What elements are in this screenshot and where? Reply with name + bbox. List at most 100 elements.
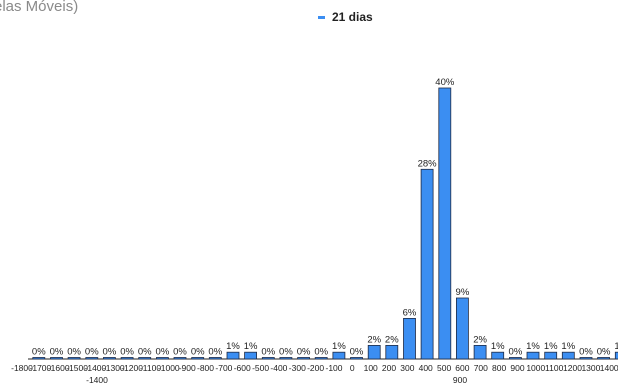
- x-tick-label-1: -1700: [30, 363, 52, 373]
- bar-12: [244, 351, 258, 360]
- bar-26: [491, 351, 505, 360]
- bar-33: [614, 351, 618, 360]
- bar-18: [350, 357, 363, 360]
- bar-7: [155, 357, 169, 360]
- bar-1: [50, 357, 63, 360]
- bar-21: [403, 317, 416, 360]
- x-tick-label-13: -500: [252, 363, 269, 373]
- value-label-23: 40%: [435, 77, 455, 88]
- bar-3: [85, 357, 99, 360]
- x-tick-label-18: 0: [350, 363, 355, 373]
- value-label-33: 1%: [614, 341, 618, 352]
- value-label-28: 1%: [526, 341, 540, 352]
- value-label-5: 0%: [120, 347, 134, 358]
- value-label-9: 0%: [191, 347, 205, 358]
- x-tick-label-16: -200: [307, 363, 324, 373]
- value-label-19: 2%: [367, 334, 381, 345]
- bar-9: [191, 357, 205, 360]
- value-label-2: 0%: [67, 347, 81, 358]
- bar-20: [385, 344, 399, 360]
- bar-8: [173, 357, 187, 360]
- x-tick-label-23: 500: [437, 363, 451, 373]
- value-label-8: 0%: [173, 347, 187, 358]
- value-label-1: 0%: [50, 347, 64, 358]
- x-tick-label-7: -1100: [140, 363, 161, 373]
- bar-27: [508, 357, 522, 360]
- value-label-7: 0%: [156, 347, 170, 358]
- bar-4: [103, 357, 116, 360]
- bar-19: [367, 344, 381, 360]
- value-label-30: 1%: [561, 341, 575, 352]
- bars-layer: [28, 87, 618, 360]
- bar-13: [261, 357, 275, 360]
- bar-28: [526, 351, 540, 360]
- bar-10: [208, 357, 222, 360]
- x-tick-label-11: -700: [215, 363, 232, 373]
- value-label-6: 0%: [138, 347, 152, 358]
- value-label-24: 9%: [456, 287, 470, 298]
- value-label-0: 0%: [32, 347, 46, 358]
- x-tick-label-32: 1400: [600, 363, 618, 373]
- bar-15: [297, 357, 311, 360]
- value-label-16: 0%: [314, 347, 328, 358]
- x-tick-label-2: -1600: [48, 363, 70, 373]
- value-label-32: 0%: [597, 347, 611, 358]
- chart-title-fragment: elas Móveis): [0, 0, 79, 15]
- bar-32: [597, 357, 610, 360]
- x-tick-label-14: -400: [270, 363, 287, 373]
- bar-24: [455, 297, 469, 360]
- value-label-12: 1%: [244, 341, 258, 352]
- bar-30: [561, 351, 575, 360]
- value-label-22: 28%: [418, 158, 438, 169]
- value-label-31: 0%: [579, 347, 593, 358]
- bar-16: [314, 357, 328, 360]
- value-labels-layer: 0% 0% 0% 0% 0% 0% 0% 0% 0% 0% 0% 1% 1% 0% 0% 0% 0% 1% 0%2%…: [32, 77, 618, 358]
- bar-2: [67, 357, 81, 360]
- x-tick-label-offset_high: 900: [453, 375, 467, 385]
- x-tick-label-8: -1000: [158, 363, 180, 373]
- x-tick-label-offset_low: -1400: [86, 375, 108, 385]
- x-tick-label-21: 300: [400, 363, 414, 373]
- x-tick-label-25: 700: [474, 363, 488, 373]
- x-tick-label-10: -800: [197, 363, 214, 373]
- bar-6: [138, 357, 152, 360]
- x-tick-label-20: 200: [382, 363, 396, 373]
- x-tick-label-5: -1300: [103, 363, 125, 373]
- bar-25: [473, 344, 487, 360]
- value-label-10: 0%: [208, 347, 222, 358]
- x-tick-label-28: 1000: [526, 363, 545, 373]
- value-label-20: 2%: [385, 334, 399, 345]
- bar-0: [32, 357, 46, 360]
- bar-5: [120, 357, 134, 360]
- value-label-13: 0%: [261, 347, 275, 358]
- value-label-14: 0%: [279, 347, 293, 358]
- bar-11: [226, 351, 240, 360]
- value-label-21: 6%: [403, 307, 417, 318]
- x-tick-label-26: 800: [492, 363, 506, 373]
- value-label-26: 1%: [491, 341, 505, 352]
- value-label-17: 1%: [332, 341, 346, 352]
- value-label-4: 0%: [103, 347, 117, 358]
- x-tick-label-12: -600: [234, 363, 251, 373]
- x-tick-label-9: -900: [179, 363, 196, 373]
- bar-22: [420, 168, 434, 360]
- x-tick-label-29: 1100: [545, 363, 564, 373]
- x-tick-label-22: 400: [419, 363, 433, 373]
- bar-23: [438, 87, 452, 360]
- value-label-11: 1%: [226, 341, 240, 352]
- bar-31: [579, 357, 593, 360]
- value-label-27: 0%: [509, 347, 523, 358]
- x-tick-label-27: 900: [510, 363, 524, 373]
- value-label-29: 1%: [544, 341, 558, 352]
- value-label-15: 0%: [297, 347, 311, 358]
- x-tick-label-31: 1300: [581, 363, 600, 373]
- legend-swatch: [318, 15, 325, 19]
- legend-label: 21 dias: [332, 10, 373, 24]
- bar-14: [279, 357, 293, 360]
- x-tick-label-3: -1500: [66, 363, 88, 373]
- x-tick-label-30: 1200: [563, 363, 582, 373]
- x-tick-label-19: 100: [364, 363, 378, 373]
- bar-29: [544, 351, 558, 360]
